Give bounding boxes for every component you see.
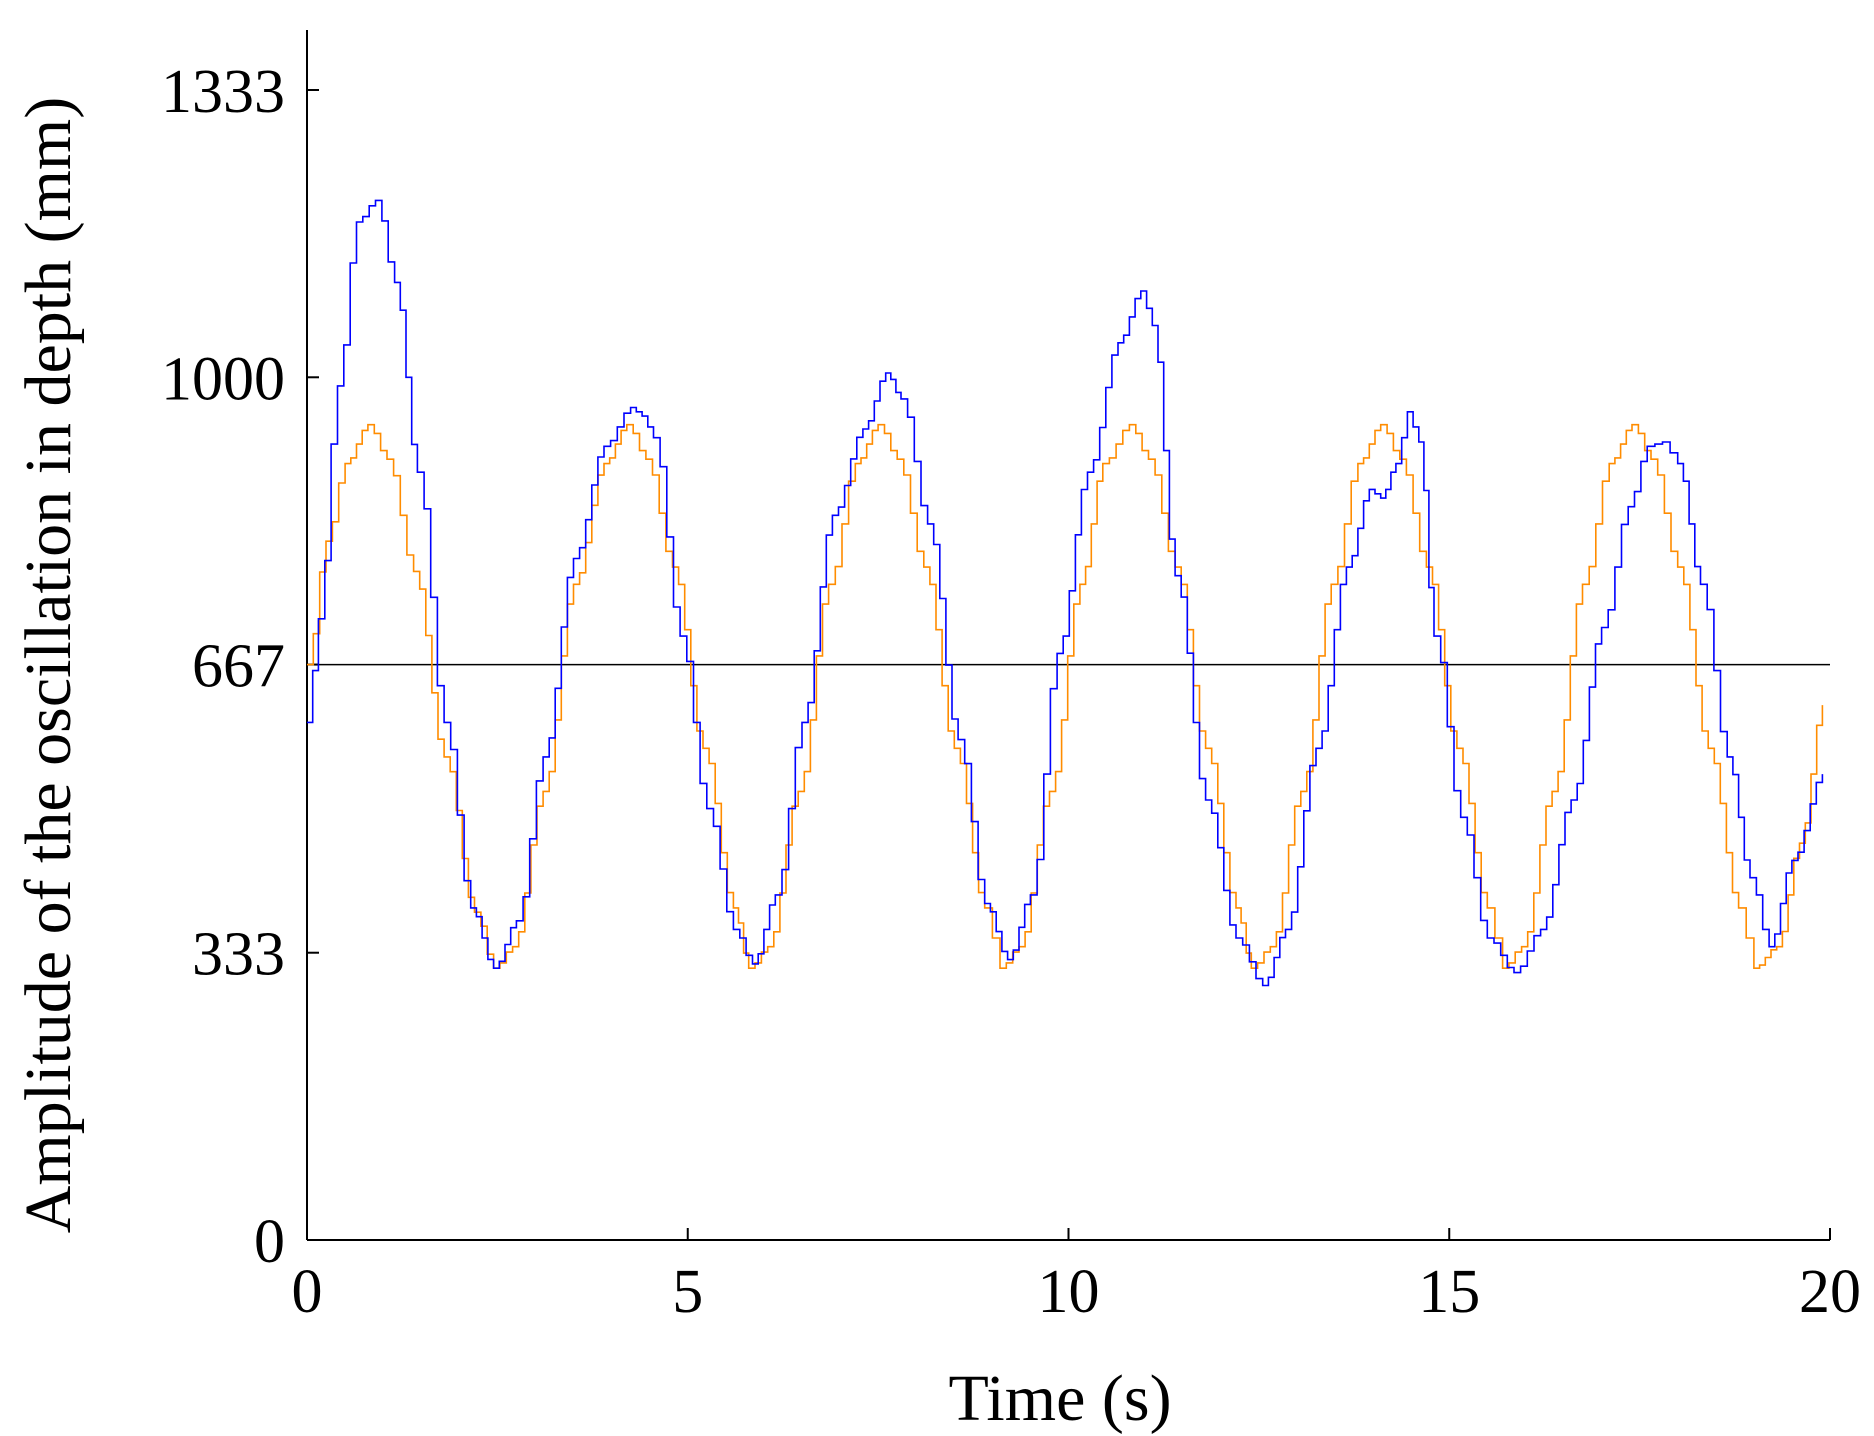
x-tick-label: 20 — [1799, 1258, 1861, 1326]
y-axis-label: Amplitude of the oscillation in depth (m… — [12, 97, 85, 1233]
series-line-0 — [307, 423, 1824, 969]
series-line-1 — [307, 199, 1824, 987]
ticks: 0 5 10 15 20 0 333 667 1000 1333 — [161, 58, 1861, 1326]
y-tick-label: 1000 — [161, 345, 285, 413]
y-tick-label: 667 — [192, 633, 285, 701]
series-group — [307, 199, 1824, 987]
y-tick-label: 1333 — [161, 58, 285, 126]
x-tick-label: 0 — [292, 1258, 323, 1326]
y-tick-label: 333 — [192, 921, 285, 989]
x-axis-label: Time (s) — [948, 1362, 1171, 1435]
x-tick-label: 5 — [672, 1258, 703, 1326]
x-tick-label: 10 — [1038, 1258, 1100, 1326]
x-tick-label: 15 — [1418, 1258, 1480, 1326]
y-tick-label: 0 — [254, 1208, 285, 1276]
